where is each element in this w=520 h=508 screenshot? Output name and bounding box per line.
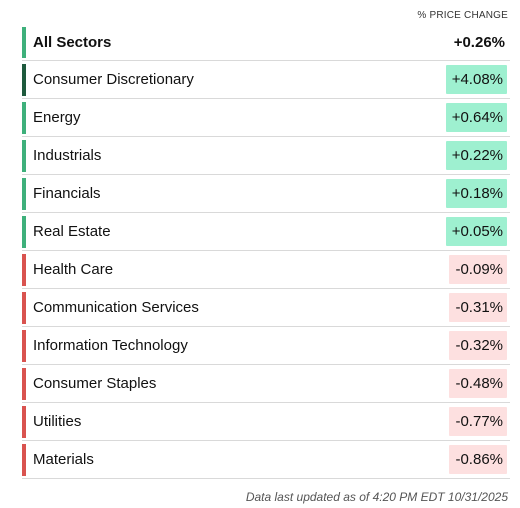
sector-name: All Sectors [33,33,112,51]
sector-row[interactable]: Communication Services -0.31% [22,289,510,327]
all-sectors-row[interactable]: All Sectors +0.26% [22,24,510,61]
direction-bar [22,330,26,362]
sector-name: Real Estate [33,223,111,240]
sector-row[interactable]: Materials -0.86% [22,441,510,479]
direction-bar [22,368,26,400]
sector-row[interactable]: Utilities -0.77% [22,403,510,441]
sector-name: Communication Services [33,299,199,316]
direction-bar [22,64,26,96]
sector-name: Consumer Discretionary [33,71,194,88]
sector-list: Consumer Discretionary +4.08% Energy +0.64%… [22,61,510,479]
price-change-column-header: % PRICE CHANGE [417,10,508,21]
sector-change-value: -0.09% [449,255,507,284]
sector-row[interactable]: Financials +0.18% [22,175,510,213]
direction-bar [22,178,26,210]
sector-name: Energy [33,109,81,126]
sector-change-value: +4.08% [445,65,507,94]
sector-name: Information Technology [33,337,188,354]
sector-name: Consumer Staples [33,375,157,392]
sector-change-value: -0.31% [449,293,507,322]
sector-name: Financials [33,185,101,202]
sector-change-value: +0.05% [445,217,507,246]
sector-row[interactable]: Information Technology -0.32% [22,327,510,365]
sector-row[interactable]: Health Care -0.09% [22,251,510,289]
sector-name: Utilities [33,413,82,430]
sector-change-value: +0.64% [445,103,507,132]
sector-change-value: -0.48% [449,369,507,398]
last-updated-note: Data last updated as of 4:20 PM EDT 10/3… [245,490,508,504]
sector-change-value: +0.26% [453,33,505,51]
direction-bar [22,140,26,172]
sector-name: Materials [33,451,94,468]
sector-row[interactable]: Real Estate +0.05% [22,213,510,251]
direction-bar [22,102,26,134]
sector-name: Health Care [33,261,114,278]
direction-bar [22,444,26,476]
sector-row[interactable]: Industrials +0.22% [22,137,510,175]
direction-bar [22,27,26,58]
sector-change-value: +0.18% [445,179,507,208]
sector-row[interactable]: Consumer Staples -0.48% [22,365,510,403]
sector-row[interactable]: Consumer Discretionary +4.08% [22,61,510,99]
direction-bar [22,254,26,286]
sector-change-value: -0.86% [449,445,507,474]
sector-change-value: -0.32% [449,331,507,360]
sector-change-value: -0.77% [449,407,507,436]
sector-change-value: +0.22% [445,141,507,170]
direction-bar [22,406,26,438]
sector-row[interactable]: Energy +0.64% [22,99,510,137]
direction-bar [22,216,26,248]
sector-performance-panel: % PRICE CHANGE All Sectors +0.26% Consum… [22,8,510,479]
direction-bar [22,292,26,324]
sector-name: Industrials [33,147,102,164]
